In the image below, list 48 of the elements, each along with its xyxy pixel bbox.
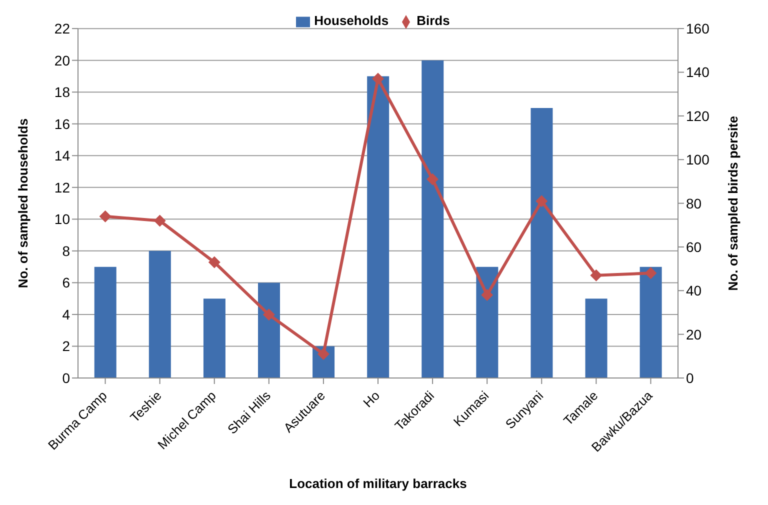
point bbox=[426, 173, 439, 186]
point bbox=[99, 210, 112, 222]
y2-tick-label: 0 bbox=[686, 370, 694, 386]
x-tick-label: Ho bbox=[360, 388, 383, 410]
bar bbox=[640, 266, 662, 378]
y2-axis-title: No. of sampled birds persite bbox=[726, 116, 741, 291]
y-tick-label: 6 bbox=[62, 274, 70, 291]
y-axis-title: No. of sampled households bbox=[16, 118, 31, 288]
point bbox=[590, 269, 602, 282]
bar bbox=[94, 266, 116, 378]
y2-tick-label: 20 bbox=[686, 326, 702, 342]
legend-label: Birds bbox=[416, 13, 450, 28]
y-tick-label: 0 bbox=[62, 370, 70, 386]
y2-tick-label: 120 bbox=[686, 108, 710, 124]
point bbox=[317, 348, 330, 360]
bar bbox=[367, 76, 390, 378]
point bbox=[154, 214, 166, 227]
y-tick-label: 8 bbox=[62, 242, 70, 259]
bar bbox=[422, 60, 444, 378]
y2-tick-label: 60 bbox=[686, 238, 702, 255]
point bbox=[644, 267, 657, 280]
y2-tick-label: 80 bbox=[686, 195, 702, 212]
y-tick-label: 4 bbox=[62, 306, 70, 322]
y2-tick-label: 100 bbox=[686, 152, 710, 168]
y-tick-label: 10 bbox=[54, 211, 70, 228]
y-tick-label: 12 bbox=[54, 179, 70, 196]
y2-tick-label: 40 bbox=[686, 282, 702, 299]
y-tick-label: 20 bbox=[54, 52, 70, 68]
bar bbox=[585, 298, 608, 378]
y-tick-label: 2 bbox=[62, 338, 70, 354]
bar bbox=[258, 282, 280, 378]
y-tick-label: 16 bbox=[54, 116, 70, 132]
bar bbox=[148, 250, 171, 378]
point bbox=[372, 72, 384, 85]
y2-tick-label: 140 bbox=[686, 64, 710, 80]
x-axis-title: Location of military barracks bbox=[289, 476, 467, 491]
point bbox=[481, 289, 494, 302]
bar bbox=[530, 108, 553, 378]
bar bbox=[476, 266, 498, 378]
y2-tick-label: 160 bbox=[686, 20, 710, 37]
point bbox=[536, 195, 548, 208]
y-tick-label: 18 bbox=[54, 84, 70, 100]
y-tick-label: 14 bbox=[54, 148, 70, 164]
y-tick-label: 22 bbox=[54, 20, 70, 37]
point bbox=[208, 256, 220, 268]
legend-label: Households bbox=[314, 13, 389, 28]
point bbox=[262, 308, 275, 321]
bar bbox=[203, 298, 226, 378]
